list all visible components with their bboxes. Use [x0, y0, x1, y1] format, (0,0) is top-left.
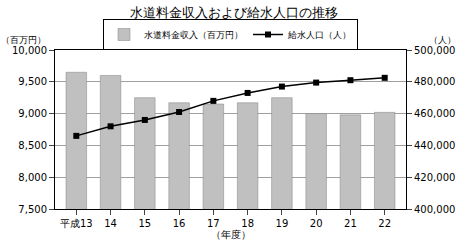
svg-text:（人）: （人） [429, 35, 456, 45]
svg-text:400,000: 400,000 [414, 204, 455, 215]
svg-text:17: 17 [207, 218, 220, 229]
svg-text:水道料金収入および給水人口の推移: 水道料金収入および給水人口の推移 [130, 5, 338, 20]
svg-text:480,000: 480,000 [414, 76, 455, 87]
svg-text:7,500: 7,500 [18, 204, 47, 215]
svg-text:19: 19 [276, 218, 289, 229]
svg-text:給水人口（人）: 給水人口（人） [287, 30, 351, 40]
svg-text:16: 16 [173, 218, 186, 229]
svg-text:460,000: 460,000 [414, 108, 455, 119]
svg-text:平成13: 平成13 [60, 218, 93, 229]
svg-text:10,000: 10,000 [12, 45, 47, 56]
svg-text:（百万円）: （百万円） [1, 35, 46, 45]
svg-text:14: 14 [104, 218, 117, 229]
svg-text:15: 15 [138, 218, 151, 229]
svg-text:18: 18 [241, 218, 254, 229]
svg-text:420,000: 420,000 [414, 172, 455, 183]
svg-text:22: 22 [378, 218, 391, 229]
svg-text:水道料金収入（百万円）: 水道料金収入（百万円） [144, 30, 243, 40]
svg-text:9,500: 9,500 [18, 76, 47, 87]
svg-text:440,000: 440,000 [414, 140, 455, 151]
svg-text:（年度）: （年度） [211, 229, 251, 240]
svg-text:8,000: 8,000 [18, 172, 47, 183]
svg-text:20: 20 [310, 218, 323, 229]
svg-text:8,500: 8,500 [18, 140, 47, 151]
svg-text:21: 21 [344, 218, 357, 229]
svg-text:9,000: 9,000 [18, 108, 47, 119]
svg-text:500,000: 500,000 [414, 45, 455, 56]
